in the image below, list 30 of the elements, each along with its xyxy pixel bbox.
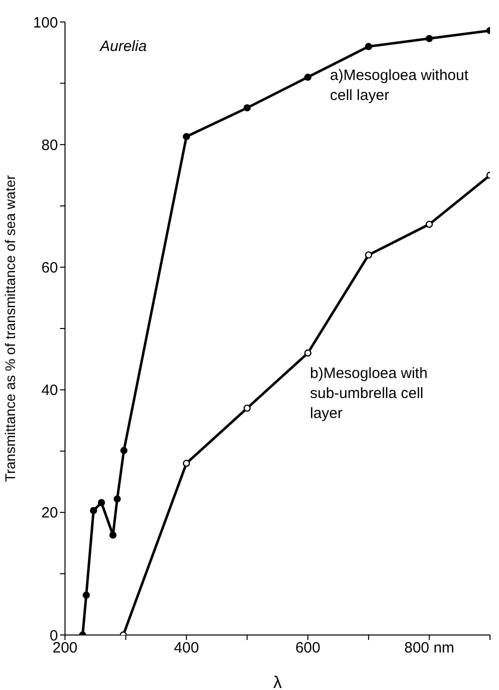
point <box>90 506 98 514</box>
point <box>364 42 372 50</box>
point <box>82 592 90 599</box>
y-tick-label: 60 <box>41 260 58 277</box>
y-tick-label: 80 <box>41 136 58 154</box>
x-tick-label: 400 <box>174 640 199 657</box>
y-tick-label: 40 <box>41 382 58 400</box>
point <box>244 404 251 412</box>
x-tick-label: 800 nm <box>404 640 454 657</box>
point <box>304 349 312 357</box>
point <box>304 74 312 81</box>
x-tick-label: 200 <box>52 640 78 657</box>
y-axis-title: Transmittance as % of transmittance of sea water <box>2 174 18 482</box>
point <box>109 531 117 539</box>
point <box>364 251 372 259</box>
annotation: Aurelia <box>100 38 147 55</box>
y-tick-label: 20 <box>41 504 58 522</box>
y-tick-label: 100 <box>32 14 58 32</box>
point <box>426 34 433 42</box>
point <box>120 446 128 454</box>
point <box>244 104 251 112</box>
point <box>426 220 433 228</box>
point <box>98 498 106 506</box>
point <box>114 495 121 503</box>
point <box>182 460 190 467</box>
x-axis-title: λ <box>273 673 282 690</box>
series-label: a)Mesogloea without cell layer <box>330 66 470 106</box>
series-label: b)Mesogloea with sub-umbrella cell layer <box>310 364 429 424</box>
point <box>182 133 190 140</box>
x-tick-label: 600 <box>295 640 320 657</box>
